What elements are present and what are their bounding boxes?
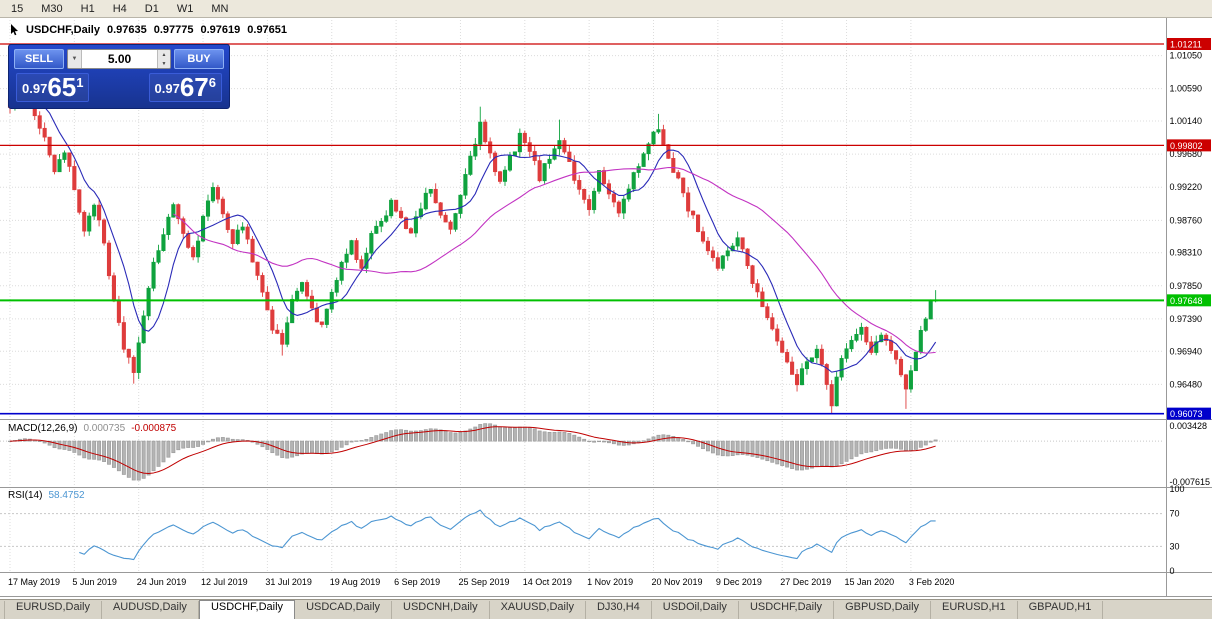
buy-price-point: 6 [208,75,216,90]
price-chart-svg[interactable]: 1.01050 1.00590 1.00140 0.99680 0.99220 0.987… [0,18,1212,599]
svg-text:12 Jul 2019: 12 Jul 2019 [201,577,248,587]
volume-decrease-button[interactable]: ▼ [157,59,170,68]
sell-price-base: 0.97 [22,81,48,96]
svg-text:0.99220: 0.99220 [1170,182,1203,192]
timeframe-button-m30[interactable]: M30 [32,2,71,16]
svg-text:0.97390: 0.97390 [1170,314,1203,324]
rsi-name: RSI(14) [8,490,43,501]
one-click-trading-panel: SELL ▼ ▲ ▼ BUY 0.97651 [8,44,230,109]
macd-signal-value: -0.000875 [131,423,177,434]
sell-price-pips: 65 [47,72,77,102]
svg-text:19 Aug 2019: 19 Aug 2019 [330,577,381,587]
svg-text:-0.007615: -0.007615 [1170,477,1211,487]
svg-text:0.96480: 0.96480 [1170,379,1203,389]
svg-text:5 Jun 2019: 5 Jun 2019 [72,577,117,587]
chart-tab-gbpusd-daily[interactable]: GBPUSD,Daily [834,601,932,619]
svg-text:27 Dec 2019: 27 Dec 2019 [780,577,831,587]
rsi-indicator-label: RSI(14) 58.4752 [8,490,85,501]
svg-text:0.97850: 0.97850 [1170,281,1203,291]
chart-symbol-label: USDCHF,Daily [26,24,100,36]
svg-text:0.98310: 0.98310 [1170,248,1203,258]
volume-input[interactable] [82,50,157,68]
macd-name: MACD(12,26,9) [8,423,78,434]
svg-text:24 Jun 2019: 24 Jun 2019 [137,577,187,587]
buy-price-pips: 67 [179,72,209,102]
chevron-up-icon: ▲ [161,51,167,58]
svg-text:1.01211: 1.01211 [1170,40,1202,50]
svg-text:14 Oct 2019: 14 Oct 2019 [523,577,572,587]
timeframe-button-15[interactable]: 15 [2,2,32,16]
chart-tab-usdcad-daily[interactable]: USDCAD,Daily [295,601,393,619]
svg-text:0.98760: 0.98760 [1170,215,1203,225]
svg-text:0.96073: 0.96073 [1170,409,1203,419]
svg-text:0: 0 [1170,566,1175,576]
chart-tab-gbpaud-h1[interactable]: GBPAUD,H1 [1018,601,1104,619]
timeframe-button-h4[interactable]: H4 [104,2,136,16]
svg-text:31 Jul 2019: 31 Jul 2019 [265,577,312,587]
volume-control: ▼ ▲ ▼ [67,49,171,69]
chart-tab-usdoil-daily[interactable]: USDOil,Daily [652,601,739,619]
svg-text:0.96940: 0.96940 [1170,346,1203,356]
volume-increase-button[interactable]: ▲ [157,50,170,59]
svg-text:15 Jan 2020: 15 Jan 2020 [845,577,895,587]
chart-title: USDCHF,Daily 0.97635 0.97775 0.97619 0.9… [10,24,287,36]
svg-text:6 Sep 2019: 6 Sep 2019 [394,577,440,587]
chart-tab-eurusd-daily[interactable]: EURUSD,Daily [4,601,102,619]
svg-text:25 Sep 2019: 25 Sep 2019 [458,577,509,587]
ohlc-low: 0.97619 [200,24,241,36]
sell-button[interactable]: SELL [14,49,64,69]
chart-tab-eurusd-h1[interactable]: EURUSD,H1 [931,601,1018,619]
chart-tab-dj30-h4[interactable]: DJ30,H4 [586,601,652,619]
timeframe-button-h1[interactable]: H1 [72,2,104,16]
chart-tab-xauusd-daily[interactable]: XAUUSD,Daily [490,601,586,619]
timeframe-button-mn[interactable]: MN [202,2,237,16]
svg-text:3 Feb 2020: 3 Feb 2020 [909,577,955,587]
chart-tab-bar: EURUSD,Daily AUDUSD,Daily USDCHF,Daily USDC… [0,599,1212,619]
ohlc-close: 0.97651 [247,24,288,36]
svg-text:0.99680: 0.99680 [1170,149,1203,159]
buy-button[interactable]: BUY [174,49,224,69]
svg-text:30: 30 [1170,541,1180,551]
svg-text:17 May 2019: 17 May 2019 [8,577,60,587]
buy-price-quote[interactable]: 0.97 67 6 [148,72,222,102]
svg-text:1.00590: 1.00590 [1170,84,1203,94]
chart-tab-audusd-daily[interactable]: AUDUSD,Daily [102,601,199,619]
chart-tab-usdcnh-daily[interactable]: USDCNH,Daily [392,601,490,619]
buy-price-base: 0.97 [154,81,180,96]
cursor-icon [11,24,18,36]
macd-main-value: 0.000735 [83,423,126,434]
svg-text:20 Nov 2019: 20 Nov 2019 [652,577,703,587]
sell-price-quote[interactable]: 0.97 65 1 [16,72,90,102]
svg-text:0.97648: 0.97648 [1170,296,1203,306]
svg-text:1 Nov 2019: 1 Nov 2019 [587,577,633,587]
rsi-value: 58.4752 [48,490,85,501]
ohlc-open: 0.97635 [106,24,147,36]
chart-tab-usdchf-daily[interactable]: USDCHF,Daily [198,600,296,619]
timeframe-button-w1[interactable]: W1 [168,2,203,16]
volume-spinner: ▲ ▼ [157,50,170,68]
macd-indicator-label: MACD(12,26,9) 0.000735 -0.000875 [8,423,176,434]
timeframe-button-d1[interactable]: D1 [136,2,168,16]
ohlc-high: 0.97775 [153,24,194,36]
svg-text:70: 70 [1170,509,1180,519]
chart-tab-usdchf-daily[interactable]: USDCHF,Daily [739,601,835,619]
svg-text:9 Dec 2019: 9 Dec 2019 [716,577,762,587]
timeframe-toolbar: 15 M30 H1 H4 D1 W1 MN [0,0,1212,18]
chevron-down-icon: ▼ [71,56,78,62]
svg-text:1.00140: 1.00140 [1170,116,1203,126]
svg-text:1.01050: 1.01050 [1170,51,1203,61]
chart-window[interactable]: 1.01050 1.00590 1.00140 0.99680 0.99220 0.987… [0,18,1212,599]
volume-list-button[interactable]: ▼ [68,50,82,68]
svg-text:0.99802: 0.99802 [1170,141,1203,151]
chevron-down-icon: ▼ [161,60,167,67]
svg-text:100: 100 [1170,484,1185,494]
svg-text:0.003428: 0.003428 [1170,421,1208,431]
sell-price-point: 1 [76,75,84,90]
